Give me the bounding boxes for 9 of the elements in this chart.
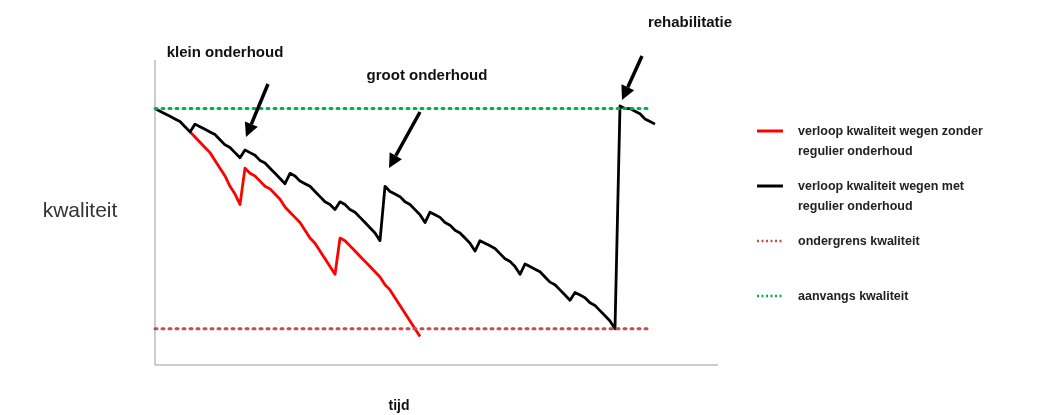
x-axis-title: tijd [388,397,410,413]
legend-label: verloop kwaliteit wegen met regulier onderhoud [798,179,965,213]
legend-label: verloop kwaliteit wegen zonder regulier onderhoud [798,124,983,158]
text: rehabilitatie [647,13,733,30]
y-axis-title: kwaliteit [42,198,118,221]
legend-label: ondergrens kwaliteit [798,234,921,248]
legend-label: aanvangs kwaliteit [798,289,910,303]
text: klein onderhoud [166,43,284,60]
text: groot onderhoud [366,66,488,83]
